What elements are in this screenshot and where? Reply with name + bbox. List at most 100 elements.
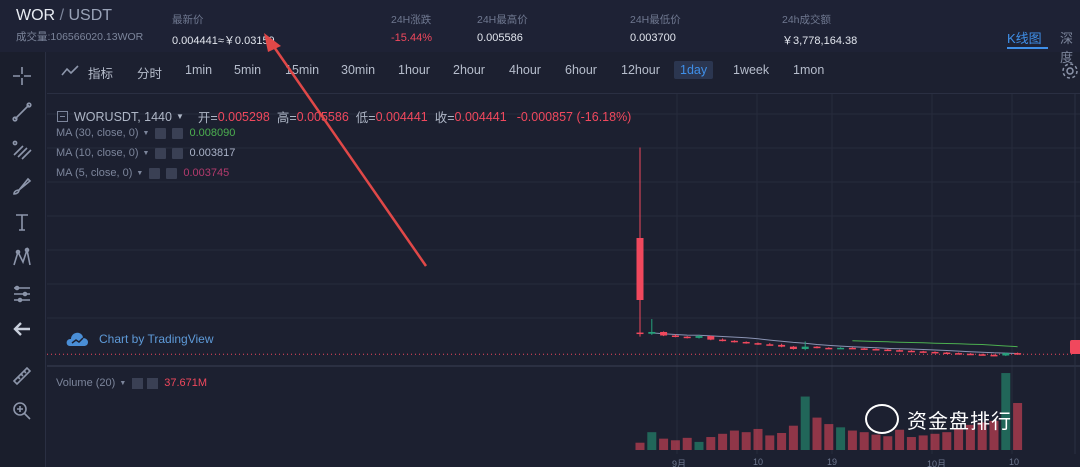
ma30-line xyxy=(852,340,1018,348)
volume-bar xyxy=(659,438,669,450)
interval-30min[interactable]: 30min xyxy=(341,63,376,77)
high-stat: 24H最高价 0.005586 xyxy=(477,12,528,44)
chevron-down-icon[interactable]: ▼ xyxy=(175,112,184,121)
candle-body xyxy=(955,353,963,355)
candle-body xyxy=(966,353,974,356)
volume-bar xyxy=(647,432,657,450)
volume-bar xyxy=(965,424,975,450)
candlestick-chart[interactable] xyxy=(47,94,1080,467)
latest-price-stat: 最新价 0.004441≈￥0.03159 xyxy=(172,12,275,48)
cloud-icon xyxy=(66,332,88,346)
trend-line-icon[interactable] xyxy=(9,99,35,125)
close-label: 收= xyxy=(434,111,455,125)
back-arrow-icon[interactable] xyxy=(9,316,35,342)
chevron-down-icon[interactable]: ▼ xyxy=(119,379,127,387)
volume-bar xyxy=(706,437,716,450)
close-icon[interactable] xyxy=(172,147,184,159)
volume-bar xyxy=(918,435,928,450)
text-icon[interactable] xyxy=(9,209,35,235)
candle-body xyxy=(707,336,715,340)
high-value: 0.005586 xyxy=(296,109,349,124)
volume-bar xyxy=(989,420,999,450)
interval-12hour[interactable]: 12hour xyxy=(621,63,660,77)
ruler-icon[interactable] xyxy=(9,363,35,389)
close-icon[interactable] xyxy=(172,127,184,139)
interval-1day[interactable]: 1day xyxy=(674,61,714,79)
ma30-legend[interactable]: MA (30, close, 0) ▼ 0.008090 xyxy=(56,127,235,139)
close-icon[interactable] xyxy=(147,377,159,389)
volume-bar xyxy=(906,437,916,450)
ma10-value: 0.003817 xyxy=(189,147,236,159)
candle-body xyxy=(848,347,856,350)
collapse-toggle-icon[interactable] xyxy=(57,111,68,122)
candle-body xyxy=(919,351,927,353)
pair-title[interactable]: WOR / USDT xyxy=(16,7,112,25)
chevron-down-icon[interactable]: ▼ xyxy=(142,129,150,137)
interval-1mon[interactable]: 1mon xyxy=(793,63,825,77)
tab-kline[interactable]: K线图 xyxy=(1007,31,1042,46)
tab-depth[interactable]: 深度 xyxy=(1060,31,1074,65)
settings-gear-icon[interactable] xyxy=(1060,61,1080,81)
indicators-icon[interactable] xyxy=(61,65,79,77)
change-legend-value: -0.000857 (-16.18%) xyxy=(516,109,632,124)
volume-legend[interactable]: Volume (20) ▼ 37.671M xyxy=(56,377,207,389)
volume-bar xyxy=(859,432,869,450)
ma30-value: 0.008090 xyxy=(189,127,236,139)
low-value: 0.004441 xyxy=(375,109,428,124)
interval-6hour[interactable]: 6hour xyxy=(565,63,597,77)
turnover-value: ￥3,778,164.38 xyxy=(782,35,858,47)
interval-5min[interactable]: 5min xyxy=(234,63,262,77)
ticker-bar: WOR / USDT 成交量:106566020.13WOR 最新价 0.004… xyxy=(0,0,1080,65)
pattern-icon[interactable] xyxy=(9,245,35,271)
interval-4hour[interactable]: 4hour xyxy=(509,63,541,77)
crosshair-icon[interactable] xyxy=(9,63,35,89)
volume-summary: 成交量:106566020.13WOR xyxy=(16,31,144,43)
interval-1hour[interactable]: 1hour xyxy=(398,63,430,77)
volume-bar xyxy=(883,436,893,450)
wechat-icon xyxy=(865,404,899,434)
candle-body xyxy=(978,354,986,356)
latest-price-value: 0.004441≈￥0.03159 xyxy=(172,35,275,47)
settings-small-icon[interactable] xyxy=(155,147,167,159)
high-value: 0.005586 xyxy=(477,32,523,44)
measure-icon[interactable] xyxy=(9,281,35,307)
turnover-label: 24h成交额 xyxy=(782,14,832,26)
candle-body xyxy=(778,344,786,347)
high-label: 24H最高价 xyxy=(477,14,528,26)
settings-small-icon[interactable] xyxy=(132,377,144,389)
x-tick: 10 xyxy=(753,457,764,467)
change-label: 24H涨跌 xyxy=(391,14,432,26)
x-tick: 19 xyxy=(827,457,838,467)
candle-body xyxy=(636,238,644,300)
candle-body xyxy=(754,343,762,345)
interval-15min[interactable]: 15min xyxy=(285,63,320,77)
interval-1week[interactable]: 1week xyxy=(733,63,770,77)
high-label: 高= xyxy=(276,111,297,125)
zoom-icon[interactable] xyxy=(9,398,35,424)
settings-small-icon[interactable] xyxy=(155,127,167,139)
close-icon[interactable] xyxy=(166,167,178,179)
quote-symbol: USDT xyxy=(68,7,113,24)
interval-timeshare[interactable]: 分时 xyxy=(137,67,163,81)
volume-bar xyxy=(777,432,787,450)
chevron-down-icon[interactable]: ▼ xyxy=(142,149,150,157)
brush-icon[interactable] xyxy=(9,173,35,199)
ma10-legend[interactable]: MA (10, close, 0) ▼ 0.003817 xyxy=(56,147,235,159)
volume-bar xyxy=(753,428,763,450)
candle-body xyxy=(872,349,880,351)
indicators-button[interactable]: 指标 xyxy=(88,67,114,81)
ma5-legend[interactable]: MA (5, close, 0) ▼ 0.003745 xyxy=(56,167,229,179)
interval-1min[interactable]: 1min xyxy=(185,63,213,77)
chart-area[interactable]: WORUSDT, 1440 ▼ 开= 0.005298 高= 0.005586 低=… xyxy=(47,93,1080,467)
chevron-down-icon[interactable]: ▼ xyxy=(136,169,144,177)
volume-bar xyxy=(741,432,751,450)
tradingview-credit[interactable]: Chart by TradingView xyxy=(65,330,214,348)
volume-bar xyxy=(694,441,704,450)
volume-bar xyxy=(682,437,692,450)
symbol-label[interactable]: WORUSDT, 1440 xyxy=(74,109,172,124)
volume-bar xyxy=(718,433,728,450)
volume-bar xyxy=(871,434,881,450)
fork-icon[interactable] xyxy=(9,136,35,162)
settings-small-icon[interactable] xyxy=(149,167,161,179)
interval-2hour[interactable]: 2hour xyxy=(453,63,485,77)
